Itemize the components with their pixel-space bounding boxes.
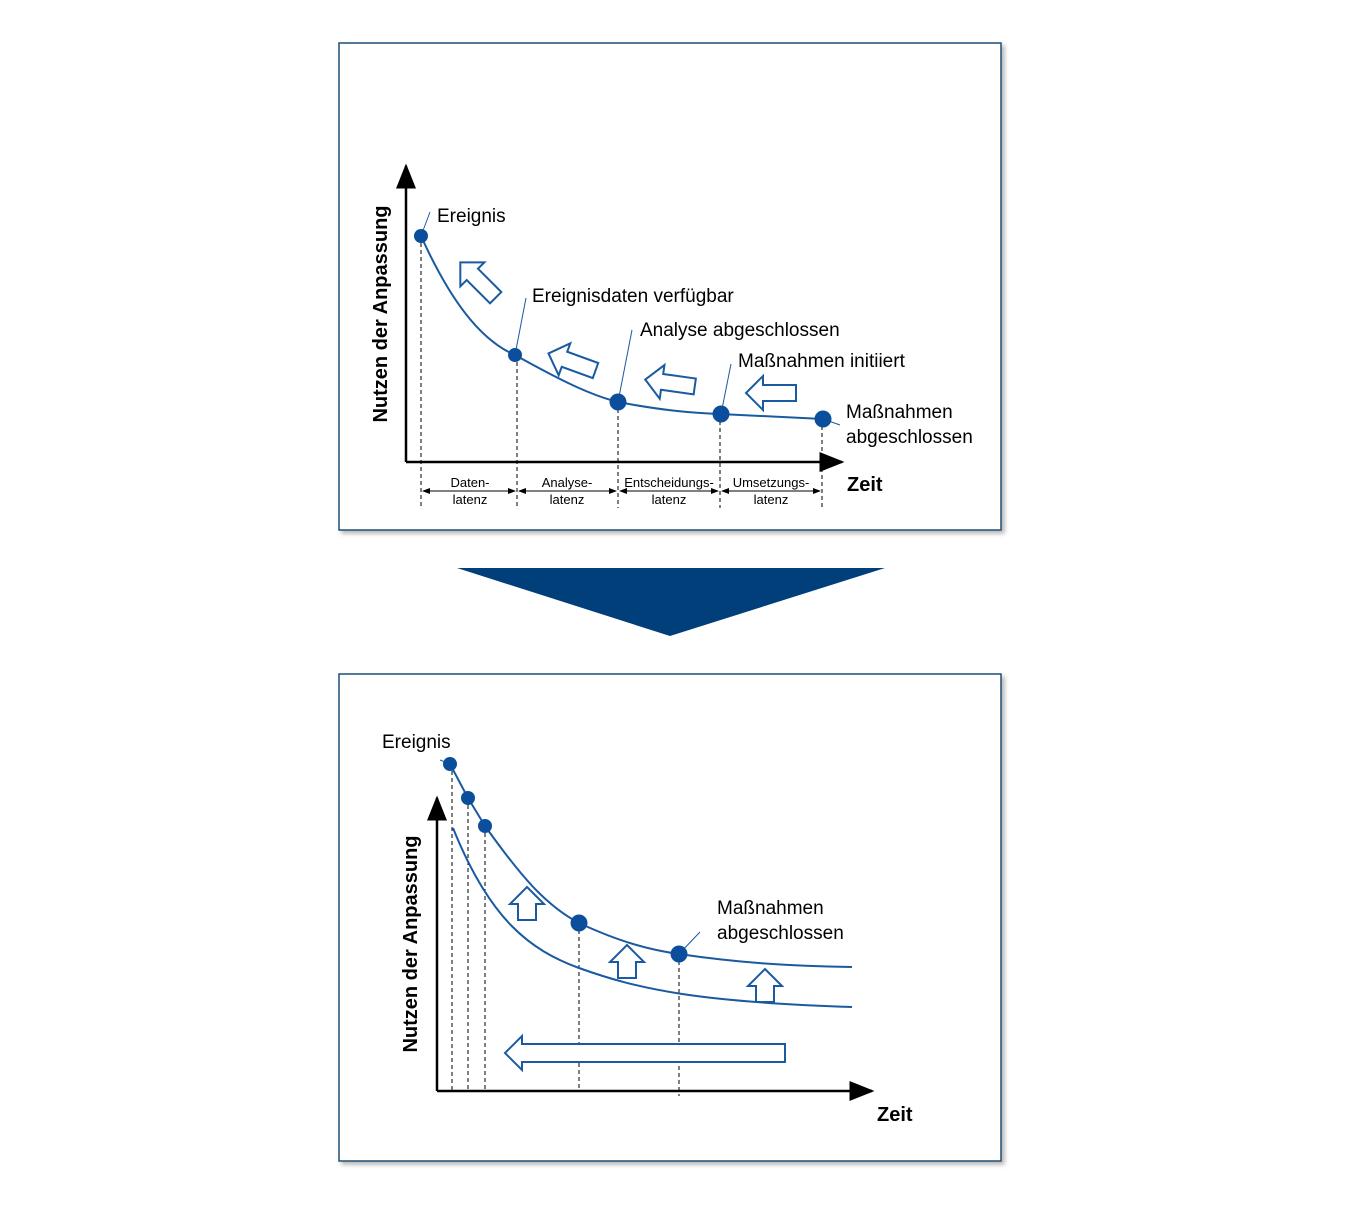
original-curve <box>452 827 853 1008</box>
latency-label: Daten- <box>450 475 489 490</box>
milestone-point <box>443 757 457 771</box>
milestone-label: Analyse abgeschlossen <box>640 320 840 341</box>
x-axis-label: Zeit <box>847 474 883 496</box>
hollow-arrow <box>507 885 547 921</box>
panel-frame <box>338 42 1002 531</box>
y-axis-label: Nutzen der Anpassung <box>370 205 392 422</box>
latency-label: latenz <box>754 492 789 507</box>
milestone-label: abgeschlossen <box>717 923 844 944</box>
milestone-label: Ereignis <box>437 206 506 227</box>
leader-line <box>514 297 527 356</box>
dashes <box>420 236 823 508</box>
latency-label: Analyse- <box>542 475 593 490</box>
hollow-arrow <box>744 373 797 413</box>
leader-line <box>617 329 633 403</box>
latency-label: Entscheidungs- <box>624 475 714 490</box>
latency-label: latenz <box>550 492 585 507</box>
latency-label: Umsetzungs- <box>733 475 810 490</box>
milestone-point <box>461 791 475 805</box>
improved-curve <box>449 763 853 968</box>
milestone-point <box>712 405 730 423</box>
hollow-arrows <box>459 261 797 413</box>
hollow-arrow <box>459 261 503 305</box>
hollow-arrow <box>547 341 600 380</box>
milestone-label: Ereignis <box>382 732 451 753</box>
milestone-point <box>414 229 428 243</box>
bottom-panel: Nutzen der Anpassung Zeit Ereignis Maßna… <box>338 673 1002 1162</box>
y-axis-label: Nutzen der Anpassung <box>400 835 422 1052</box>
hollow-arrow <box>503 1033 786 1073</box>
milestone-label: abgeschlossen <box>846 427 973 448</box>
milestone-point <box>609 393 627 411</box>
milestone-point <box>570 914 588 932</box>
milestone-label: Maßnahmen <box>717 898 824 919</box>
hollow-arrows <box>503 885 786 1073</box>
milestone-label: Maßnahmen initiiert <box>738 351 906 372</box>
hollow-arrow <box>643 362 697 402</box>
top-panel: Nutzen der Anpassung Zeit Daten- latenz … <box>338 42 1002 531</box>
panel-frame <box>338 673 1002 1162</box>
x-axis-label: Zeit <box>877 1104 913 1126</box>
milestone-label: Ereignisdaten verfügbar <box>532 286 734 307</box>
milestone-point <box>508 348 522 362</box>
hollow-arrow <box>607 943 647 979</box>
milestone-point <box>478 819 492 833</box>
hollow-arrow <box>745 967 785 1003</box>
transition-arrow <box>457 568 885 636</box>
latency-label: latenz <box>652 492 687 507</box>
milestone-label: Maßnahmen <box>846 402 953 423</box>
milestone-point <box>814 410 832 428</box>
milestone-point <box>670 945 688 963</box>
latency-label: latenz <box>453 492 488 507</box>
